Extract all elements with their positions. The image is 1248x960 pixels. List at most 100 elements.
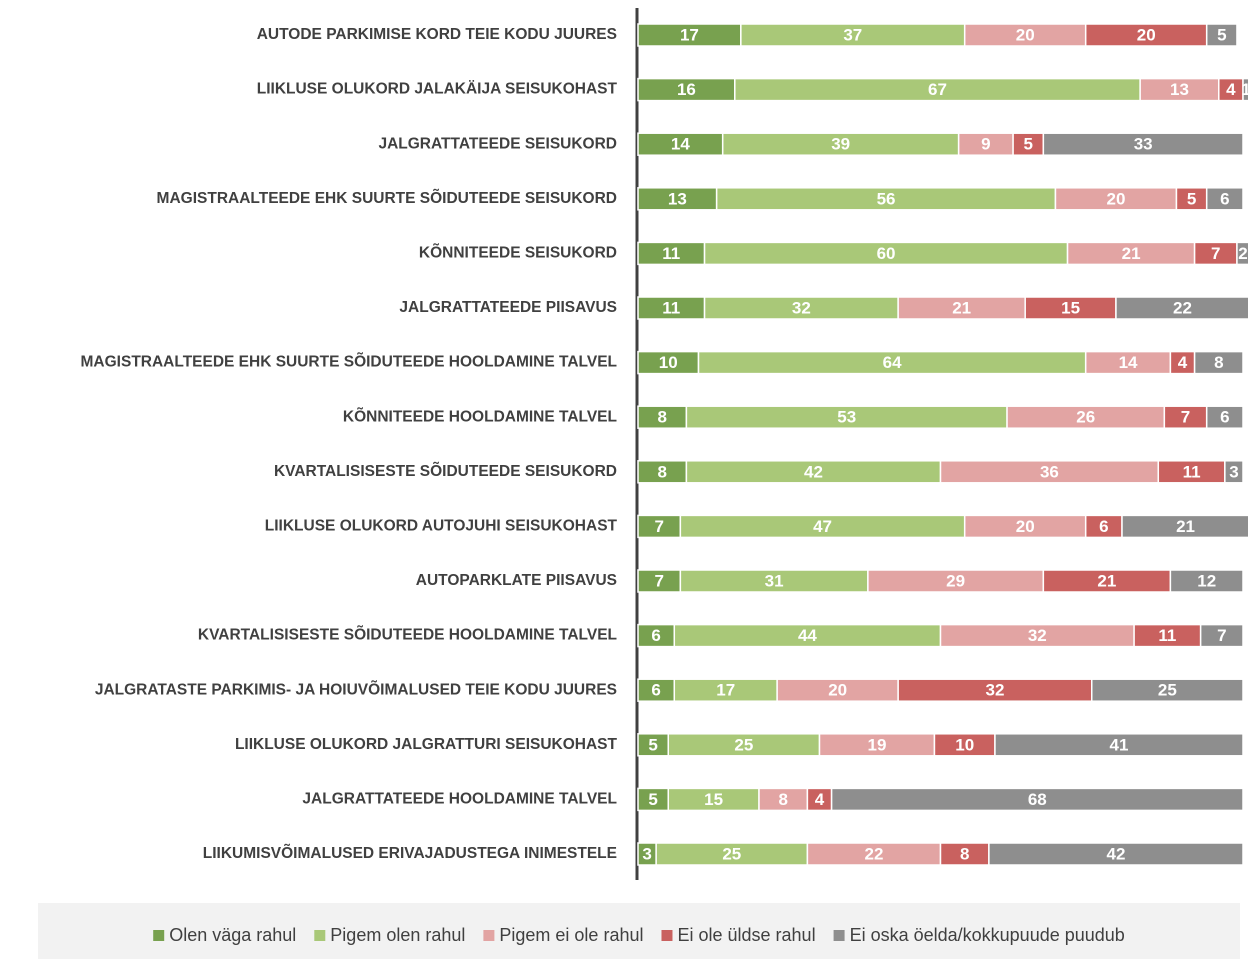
data-label: 60 [877,244,896,263]
legend-swatch [314,930,326,941]
category-label: AUTOPARKLATE PIISAVUS [416,572,617,589]
data-label: 20 [1137,25,1156,44]
legend-swatch [833,930,845,941]
data-label: 6 [1220,189,1229,208]
data-label: 25 [734,735,753,754]
legend-label: Pigem olen rahul [330,925,465,945]
data-label: 12 [1197,571,1216,590]
data-label: 16 [677,80,696,99]
category-label: MAGISTRAALTEEDE EHK SUURTE SÕIDUTEEDE HO… [81,353,617,371]
legend-swatch [153,930,165,941]
data-label: 14 [671,135,690,154]
bar-segment [1236,241,1248,266]
category-label: LIIKLUSE OLUKORD AUTOJUHI SEISUKOHAST [265,517,618,534]
bar-segment [1242,77,1248,102]
data-label: 26 [1076,408,1095,427]
data-label: 39 [831,135,850,154]
category-label: JALGRATASTE PARKIMIS- JA HOIUVÕIMALUSED … [95,680,617,698]
data-label: 37 [843,25,862,44]
data-label: 7 [654,517,663,536]
data-label: 47 [813,517,832,536]
data-label: 4 [1226,80,1236,99]
data-label: 20 [1016,517,1035,536]
data-label: 13 [668,189,687,208]
legend-swatch [661,930,673,941]
data-label: 41 [1110,735,1129,754]
bar-segment [994,733,1244,757]
data-label: 33 [1134,135,1153,154]
category-label: KVARTALISISESTE SÕIDUTEEDE SEISUKORD [274,462,617,480]
bar-segment [1042,132,1244,156]
data-label: 5 [648,735,657,754]
data-label: 7 [1181,408,1190,427]
data-label: 11 [662,244,680,263]
data-label: 22 [1173,298,1192,317]
bar-segment [1205,23,1238,47]
data-label: 11 [1158,626,1176,645]
data-label: 32 [792,298,811,317]
data-label: 5 [648,790,657,809]
category-label: JALGRATTATEEDE PIISAVUS [399,299,617,316]
data-label: 4 [1178,353,1188,372]
data-label: 22 [864,844,883,863]
data-label: 32 [1028,626,1047,645]
bar-segment [988,842,1244,866]
legend-swatch [483,930,495,941]
data-label: 25 [722,844,741,863]
data-label: 6 [651,681,660,700]
data-label: 10 [659,353,678,372]
data-label: 8 [960,844,969,863]
data-label: 11 [662,298,680,317]
category-label: LIIKLUSE OLUKORD JALGRATTURI SEISUKOHAST [235,736,618,753]
data-label: 13 [1170,80,1189,99]
data-label: 21 [1176,517,1195,536]
data-label: 53 [837,408,856,427]
data-label: 21 [952,298,971,317]
category-label: AUTODE PARKIMISE KORD TEIE KODU JUURES [257,26,617,43]
data-label: 42 [1106,844,1125,863]
bar-segment [1199,623,1244,648]
data-label: 7 [654,571,663,590]
data-label: 67 [928,80,947,99]
bar-segment [830,787,1244,812]
bar-segment [1115,296,1248,320]
data-label: 29 [946,571,965,590]
category-label: KÕNNITEEDE SEISUKORD [419,243,617,261]
legend-label: Ei oska öelda/kokkupuude puudub [850,925,1125,945]
data-label: 42 [804,462,823,481]
data-label: 44 [798,626,817,645]
data-label: 6 [651,626,660,645]
data-label: 15 [704,790,723,809]
data-label: 19 [868,735,887,754]
data-label: 36 [1040,462,1059,481]
bar-segment [1205,187,1244,211]
bar-segment [1224,460,1244,484]
data-label: 6 [1099,517,1108,536]
data-label: 5 [1217,25,1226,44]
bar-segment [1121,514,1248,539]
legend-box [38,903,1240,959]
data-label: 20 [828,681,847,700]
category-label: KÕNNITEEDE HOOLDAMINE TALVEL [343,407,617,425]
data-label: 3 [1229,462,1238,481]
category-label: LIIKUMISVÕIMALUSED ERIVAJADUSTEGA INIMES… [203,844,617,862]
data-label: 9 [981,135,990,154]
data-label: 1 [1241,80,1248,99]
category-label: JALGRATTATEEDE HOOLDAMINE TALVEL [302,790,617,807]
data-label: 64 [883,353,902,372]
data-label: 56 [877,189,896,208]
data-label: 10 [955,735,974,754]
category-label: MAGISTRAALTEEDE EHK SUURTE SÕIDUTEEDE SE… [157,189,617,207]
data-label: 17 [716,681,735,700]
data-label: 7 [1211,244,1220,263]
bar-segment [1205,405,1244,429]
data-label: 8 [778,790,787,809]
data-label: 21 [1122,244,1141,263]
data-label: 20 [1106,189,1125,208]
data-label: 25 [1158,681,1177,700]
data-label: 31 [765,571,784,590]
data-label: 4 [815,790,825,809]
data-label: 6 [1220,408,1229,427]
data-label: 2 [1238,244,1247,263]
